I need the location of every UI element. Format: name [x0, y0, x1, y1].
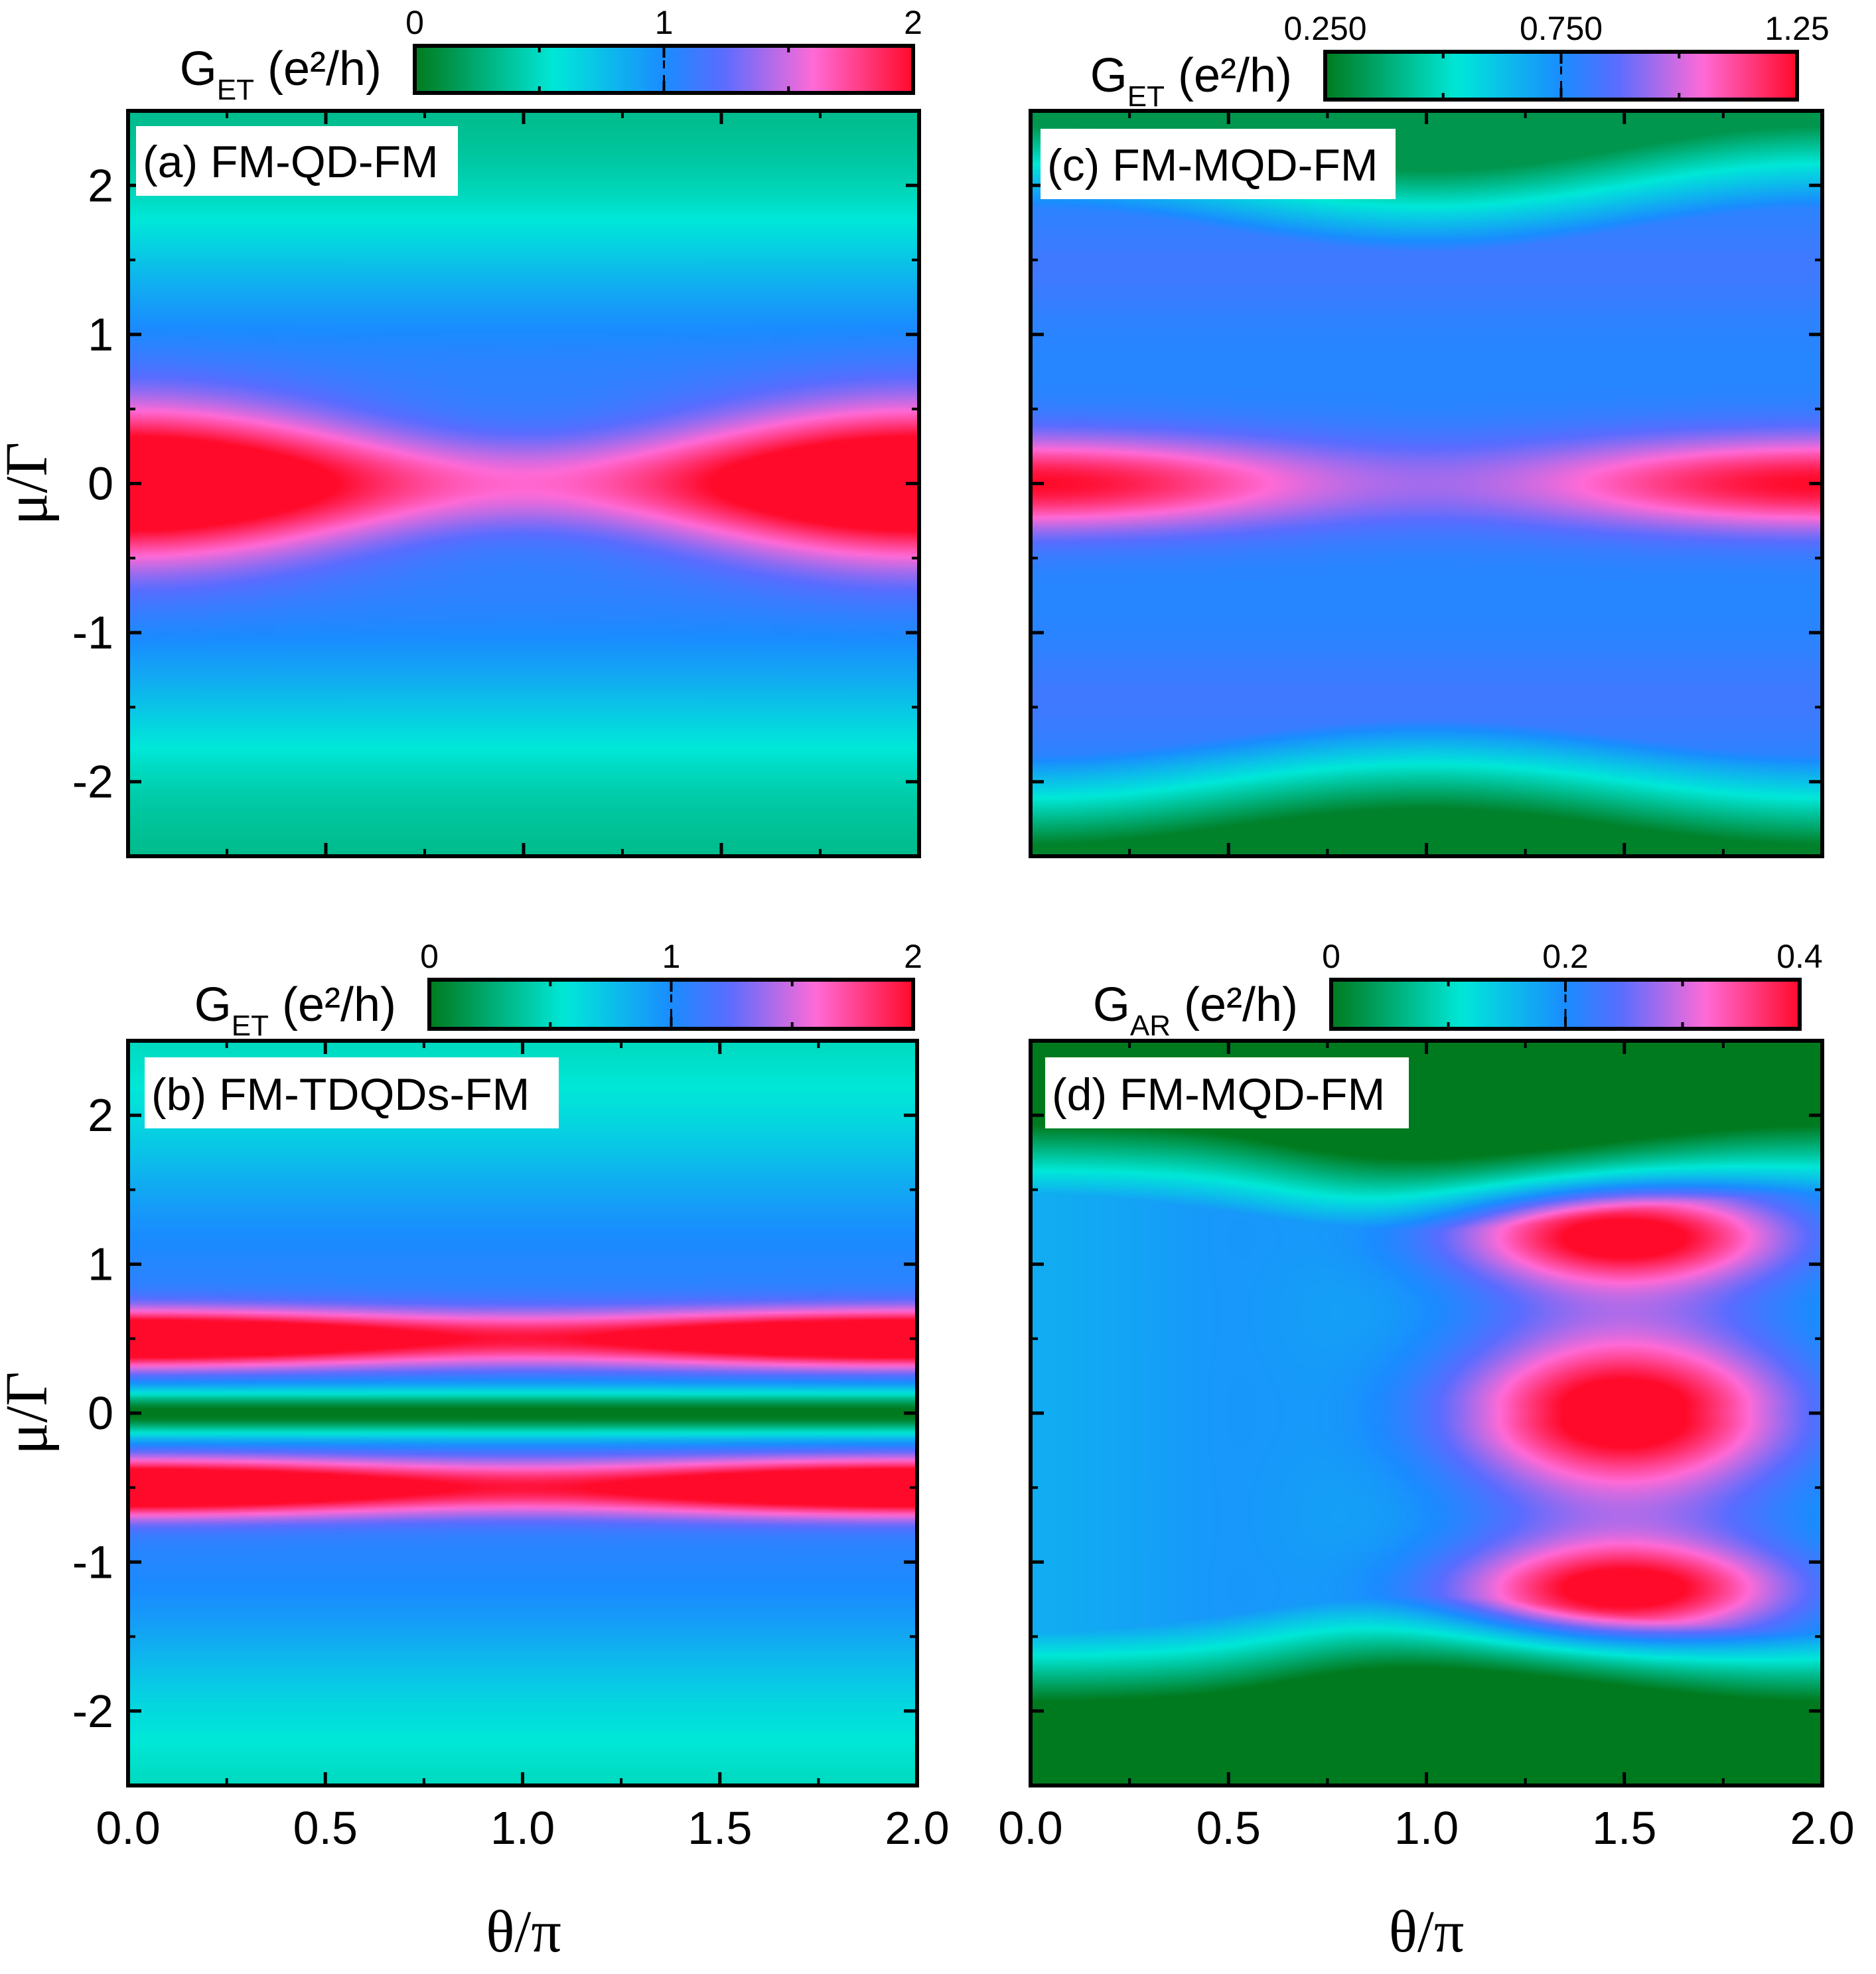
x-tick-label: 1.5: [1592, 1802, 1656, 1854]
x-tick-label: 0.5: [1196, 1802, 1261, 1854]
panel-title-box: [136, 126, 458, 196]
x-axis-label: θ/π: [1389, 1899, 1465, 1965]
colorbar-tick-label: 0: [420, 938, 439, 975]
colorbar-tick-label: 2: [904, 4, 922, 41]
panel-b: 0.0 0.5 1.0 1.5 2.0 2 1 0 -1 -2 (b) FM-TDQDs-FM 0 1 2…: [72, 938, 950, 1854]
x-tick-label: 1.5: [687, 1802, 752, 1854]
colorbar-symbol: G: [1093, 978, 1130, 1031]
x-tick-label: 0.0: [96, 1802, 160, 1854]
panel-title: (d) FM-MQD-FM: [1052, 1069, 1385, 1120]
panel-title: (c) FM-MQD-FM: [1047, 140, 1378, 190]
colorbar-unit: (e²/h): [1171, 978, 1298, 1031]
colorbar-symbol: G: [180, 42, 217, 96]
colorbar-subscript: ET: [1127, 80, 1165, 113]
colorbar-label: GET (e²/h): [194, 978, 396, 1042]
colorbar-tick-label: 0.750: [1520, 10, 1603, 47]
colorbar-symbol: G: [194, 978, 232, 1031]
colorbar-subscript: AR: [1130, 1010, 1171, 1042]
y-tick-label: -2: [72, 756, 113, 808]
panel-title-box: [145, 1057, 559, 1128]
x-tick-label: 0.0: [998, 1802, 1062, 1854]
panel-a: 2 1 0 -1 -2 (a) FM-QD-FM 0 1 2 GET (e²/h): [72, 4, 922, 858]
heatmap-a: [128, 111, 919, 856]
colorbar-tick-label: 1.25: [1765, 10, 1829, 47]
colorbar-unit: (e²/h): [254, 42, 382, 96]
y-axis-label: μ/Γ: [0, 442, 60, 525]
heatmap-d: [1031, 1041, 1822, 1785]
y-tick-label: 0: [88, 1387, 113, 1439]
colorbar-tick-label: 1: [655, 4, 674, 41]
x-tick-label: 1.0: [490, 1802, 555, 1854]
x-tick-label: 2.0: [885, 1802, 949, 1854]
y-tick-label: -2: [72, 1685, 113, 1737]
y-tick-label: 2: [88, 1089, 113, 1141]
y-tick-label: 2: [88, 159, 113, 211]
panel-title-box: [1045, 1057, 1409, 1128]
x-tick-label: 2.0: [1790, 1802, 1854, 1854]
colorbar-unit: (e²/h): [269, 978, 396, 1031]
colorbar-label: GET (e²/h): [180, 42, 382, 106]
y-tick-label: 0: [88, 458, 113, 510]
colorbar-tick-label: 0.2: [1542, 938, 1589, 975]
y-axis-label: μ/Γ: [0, 1371, 60, 1454]
colorbar-subscript: ET: [232, 1010, 269, 1042]
heatmap-b: [128, 1041, 917, 1785]
y-tick-label: -1: [72, 607, 113, 658]
x-axis-label: θ/π: [486, 1899, 561, 1965]
colorbar-subscript: ET: [217, 74, 254, 106]
colorbar-tick-label: 0.250: [1283, 10, 1366, 47]
colorbar-symbol: G: [1090, 49, 1127, 102]
panel-title: (a) FM-QD-FM: [143, 137, 439, 187]
colorbar-label: GAR (e²/h): [1093, 978, 1298, 1042]
panel-c: (c) FM-MQD-FM 0.250 0.750 1.25 GET (e²/h): [1029, 10, 1830, 858]
y-tick-label: 1: [88, 1239, 113, 1290]
colorbar-tick-label: 1: [662, 938, 681, 975]
colorbar-tick-label: 0.4: [1776, 938, 1823, 975]
colorbar-label: GET (e²/h): [1090, 49, 1292, 113]
panel-title: (b) FM-TDQDs-FM: [151, 1069, 530, 1120]
colorbar-tick-label: 0: [1322, 938, 1340, 975]
x-tick-label: 0.5: [293, 1802, 358, 1854]
colorbar-tick-label: 0: [405, 4, 424, 41]
heatmap-c: [1031, 111, 1822, 856]
colorbar-tick-label: 2: [904, 938, 922, 975]
y-tick-label: 1: [88, 309, 113, 360]
colorbar-unit: (e²/h): [1165, 49, 1292, 102]
panel-d: 0.0 0.5 1.0 1.5 2.0 (d) FM-MQD-FM 0 0.2 0.4 GAR (…: [998, 938, 1854, 1854]
y-tick-label: -1: [72, 1536, 113, 1588]
x-tick-label: 1.0: [1394, 1802, 1459, 1854]
panel-title-box: [1041, 129, 1396, 199]
